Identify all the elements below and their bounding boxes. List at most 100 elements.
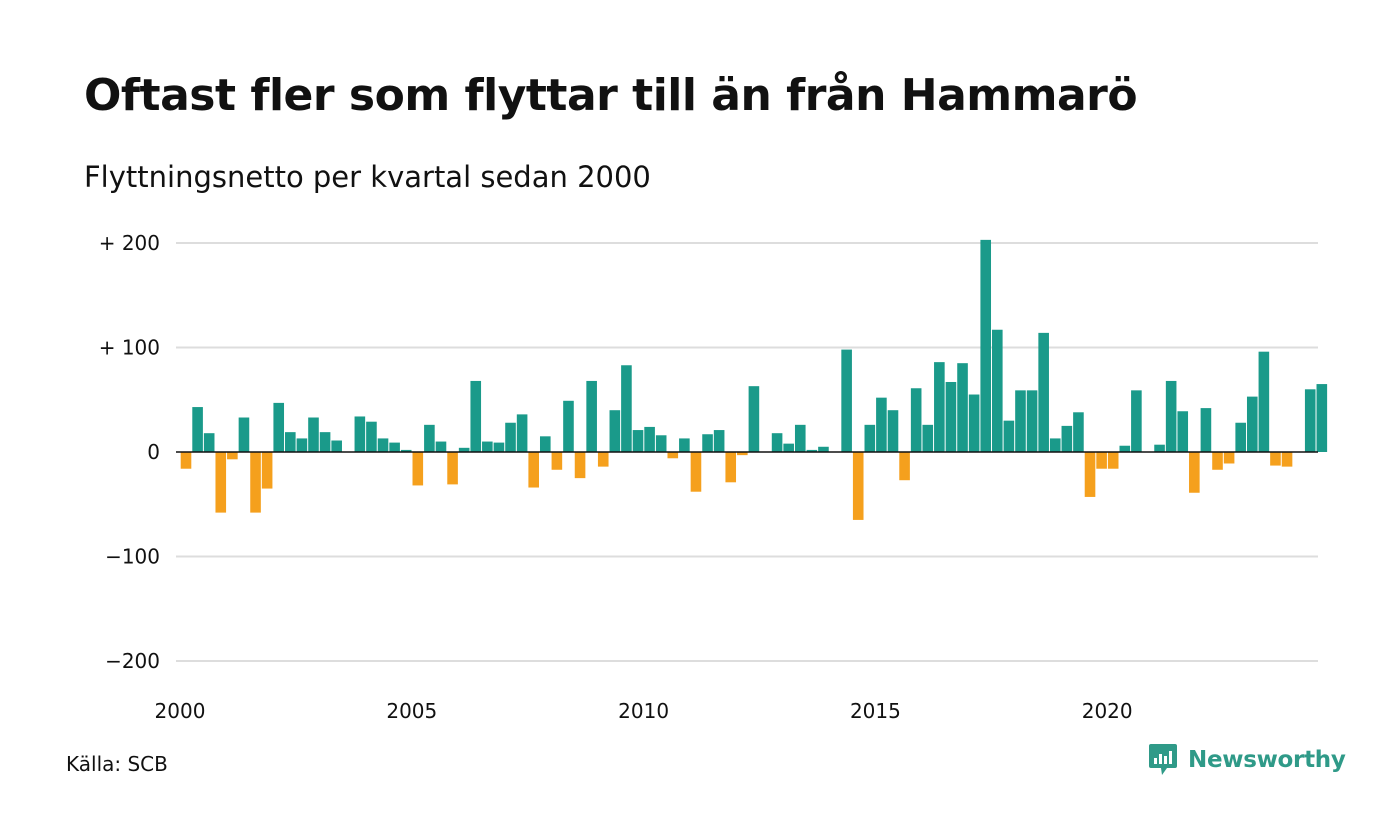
bar [968,394,980,452]
source-label: Källa: SCB [66,752,168,776]
bar [864,424,876,452]
bar [180,452,192,469]
bar [412,452,424,486]
bar [922,424,934,452]
x-tick-label: 2010 [618,699,669,723]
bar [435,441,447,452]
bar [992,329,1003,452]
bar [783,443,794,452]
bar [1061,425,1073,453]
bar [1015,390,1026,452]
bar [806,449,818,452]
bar [377,438,389,452]
bar [447,452,458,485]
bar [910,388,922,452]
bar [690,452,702,492]
bar [1200,408,1212,452]
y-tick-label: + 200 [99,231,160,255]
bar [794,424,806,452]
bar [1073,412,1084,452]
x-tick-label: 2000 [155,699,206,723]
newsworthy-logo-icon [1149,744,1177,775]
bar [296,438,308,452]
x-tick-label: 2015 [850,699,901,723]
bar [702,434,713,453]
bar [586,380,597,452]
bar [574,452,586,479]
bar [737,452,748,456]
bar [1107,452,1119,469]
bar [1189,452,1200,493]
y-tick-label: −100 [105,545,160,569]
bar [876,397,887,452]
bar [1223,452,1235,464]
bar [1096,452,1107,469]
bar [273,402,285,452]
bar [1270,452,1281,466]
bar [482,441,493,452]
bar [1177,411,1189,452]
bar [424,424,435,452]
bar [539,436,551,452]
bar [621,365,632,452]
bar [528,452,539,488]
chart-subtitle: Flyttningsnetto per kvartal sedan 2000 [84,160,651,194]
bar [308,417,319,452]
bar [632,430,644,453]
bar [899,452,910,481]
bar [1246,396,1258,452]
bar [957,363,968,452]
bar [285,432,296,452]
bar [1212,452,1223,470]
bar [1049,438,1061,452]
bar [215,452,227,513]
bar [609,410,621,452]
bar [458,447,470,452]
bar [1304,389,1316,452]
bar [713,430,725,453]
bar [238,417,250,452]
bar [818,446,829,452]
bar [400,449,412,452]
bar [980,239,992,452]
bar [516,414,528,452]
bar [261,452,273,489]
bar [1165,380,1177,452]
bar [250,452,261,513]
bar [1154,444,1165,452]
bar [1119,445,1131,452]
gridlines [176,242,1318,662]
y-tick-label: −200 [105,649,160,673]
bar [319,432,331,452]
y-tick-label: + 100 [99,336,160,360]
bar [841,349,852,452]
bar [389,442,400,452]
y-tick-label: 0 [147,440,160,464]
bar [725,452,737,483]
x-tick-label: 2005 [386,699,437,723]
bar [748,386,760,452]
bar [1281,452,1293,467]
bar [1235,422,1246,452]
bar [771,433,783,452]
bar [505,422,516,452]
bars [180,239,1328,520]
bar [1084,452,1096,497]
bar [934,362,945,452]
bar [331,440,342,452]
bar [470,380,482,452]
bar [1038,332,1049,452]
bar [597,452,609,467]
bar [852,452,864,520]
bar [563,400,574,452]
chart-title: Oftast fler som flyttar till än från Ham… [84,70,1138,121]
x-axis-labels: 2000 2005 2010 2015 2020 [155,699,1133,723]
bar [945,381,957,453]
bar [655,435,667,452]
y-axis-labels: + 200 + 100 0 −100 −200 [99,231,160,673]
bar [667,452,679,459]
brand-logo[interactable]: Newsworthy [1148,742,1346,778]
bar [1131,390,1142,452]
bar [887,410,899,452]
